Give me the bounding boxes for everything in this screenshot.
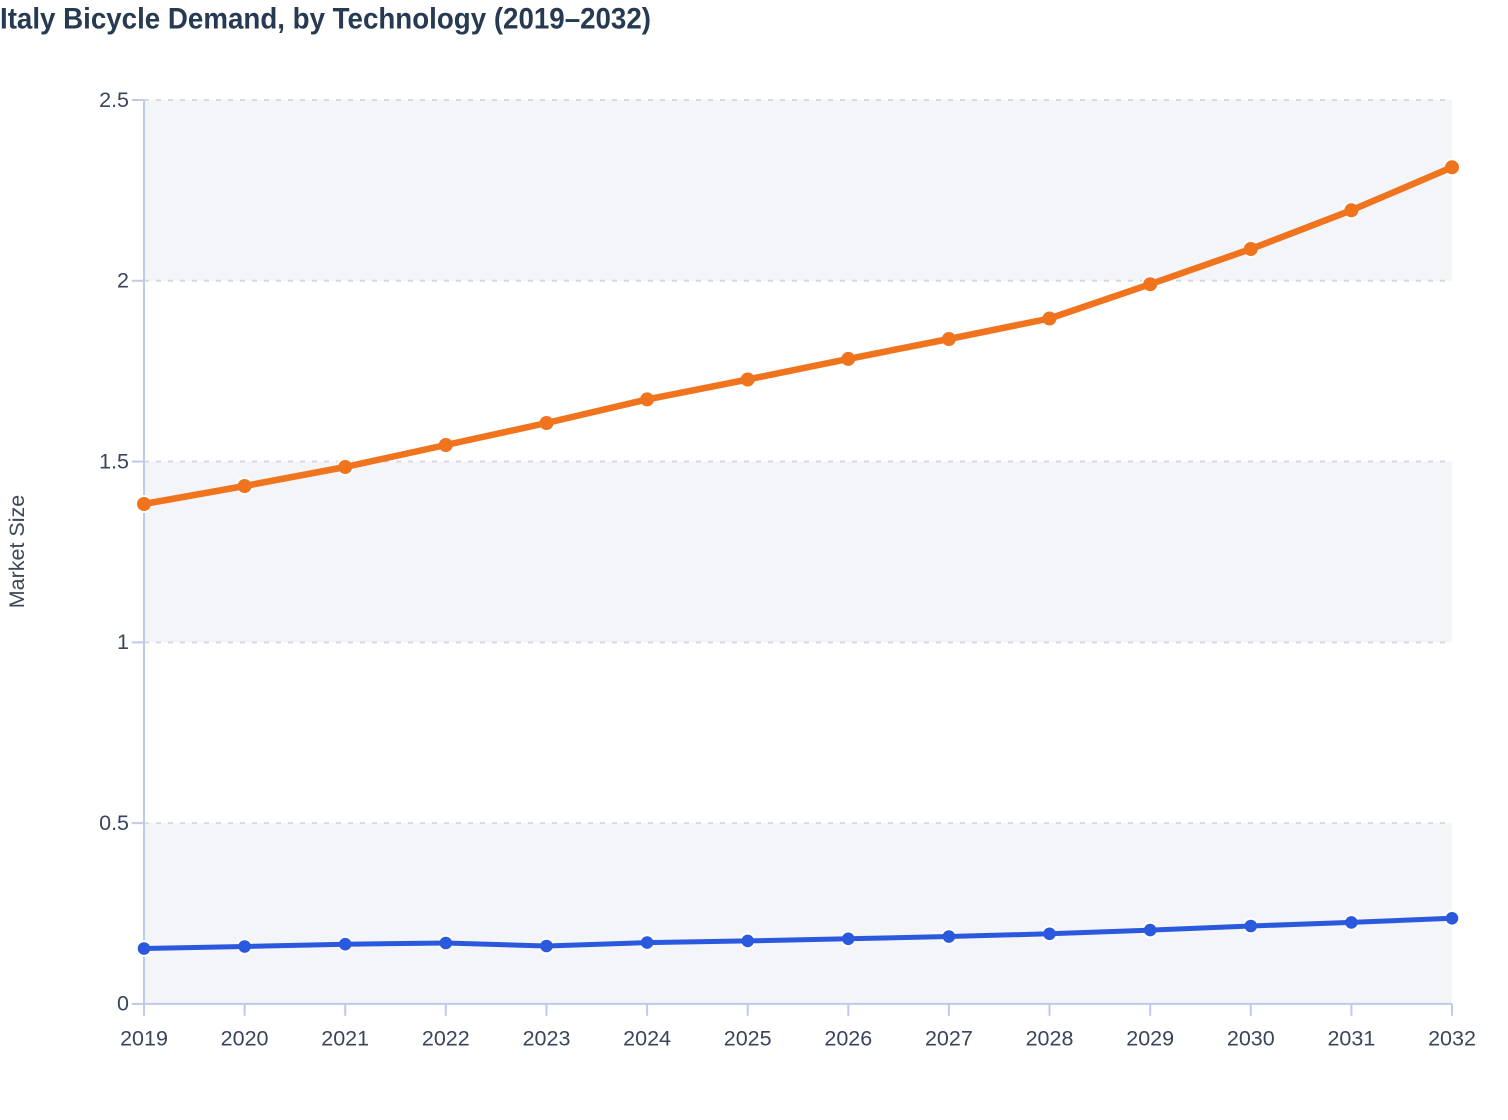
svg-text:2029: 2029 bbox=[1126, 1027, 1174, 1051]
svg-text:2023: 2023 bbox=[523, 1027, 571, 1051]
svg-text:Market Size: Market Size bbox=[5, 495, 29, 609]
svg-text:2024: 2024 bbox=[623, 1027, 671, 1051]
svg-text:2030: 2030 bbox=[1227, 1027, 1275, 1051]
svg-text:2020: 2020 bbox=[221, 1027, 269, 1051]
svg-text:2031: 2031 bbox=[1327, 1027, 1375, 1051]
svg-text:0: 0 bbox=[117, 992, 129, 1016]
svg-text:2026: 2026 bbox=[824, 1027, 872, 1051]
svg-text:2.5: 2.5 bbox=[99, 88, 129, 112]
svg-text:2027: 2027 bbox=[925, 1027, 973, 1051]
svg-text:2021: 2021 bbox=[321, 1027, 369, 1051]
svg-text:0.5: 0.5 bbox=[99, 811, 129, 835]
svg-text:2025: 2025 bbox=[724, 1027, 772, 1051]
svg-text:2019: 2019 bbox=[120, 1027, 168, 1051]
svg-text:2028: 2028 bbox=[1026, 1027, 1074, 1051]
svg-text:2022: 2022 bbox=[422, 1027, 470, 1051]
svg-text:1: 1 bbox=[117, 630, 129, 654]
svg-text:2: 2 bbox=[117, 269, 129, 293]
svg-text:2032: 2032 bbox=[1428, 1027, 1476, 1051]
svg-text:1.5: 1.5 bbox=[99, 449, 129, 473]
svg-text:Italy Bicycle Demand, by Techn: Italy Bicycle Demand, by Technology (201… bbox=[0, 3, 651, 36]
